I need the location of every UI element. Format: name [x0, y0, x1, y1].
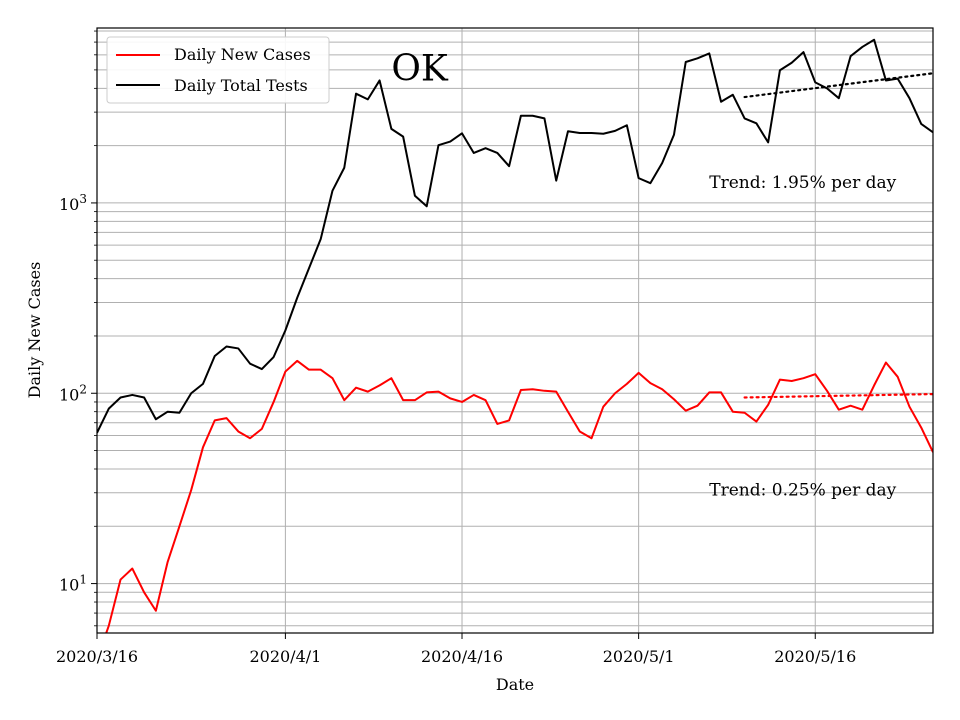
series-layer — [97, 38, 933, 633]
annotations: OK Trend: 1.95% per day Trend: 0.25% per d… — [391, 48, 896, 500]
trend-label-tests: Trend: 1.95% per day — [709, 173, 896, 193]
y-tick-label: 102 — [59, 382, 87, 404]
state-label: OK — [391, 48, 449, 89]
x-tick-label: 2020/4/16 — [421, 647, 503, 666]
ticks: 2020/3/16 2020/4/1 2020/4/16 2020/5/1 2020/5… — [56, 30, 856, 666]
x-tick-label: 2020/4/1 — [249, 647, 321, 666]
y-tick-label: 101 — [59, 573, 87, 595]
trend-layer — [743, 72, 933, 399]
trend-label-cases: Trend: 0.25% per day — [709, 481, 896, 501]
y-axis-label: Daily New Cases — [25, 262, 44, 399]
legend-label-tests: Daily Total Tests — [174, 76, 308, 95]
x-tick-label: 2020/3/16 — [56, 647, 138, 666]
legend-box — [106, 36, 330, 104]
legend: Daily New Cases Daily Total Tests — [106, 36, 330, 104]
series-line-daily-new-cases — [105, 359, 933, 633]
series-line-daily-total-tests — [97, 38, 933, 434]
trend-line-cases — [743, 392, 933, 399]
x-axis-label: Date — [496, 675, 534, 694]
trend-line-tests — [743, 72, 933, 99]
grid — [96, 28, 933, 633]
plot-frame — [96, 27, 934, 634]
y-tick-label: 103 — [59, 192, 87, 214]
x-tick-label: 2020/5/16 — [774, 647, 856, 666]
legend-label-cases: Daily New Cases — [174, 45, 311, 64]
x-tick-label: 2020/5/1 — [603, 647, 675, 666]
